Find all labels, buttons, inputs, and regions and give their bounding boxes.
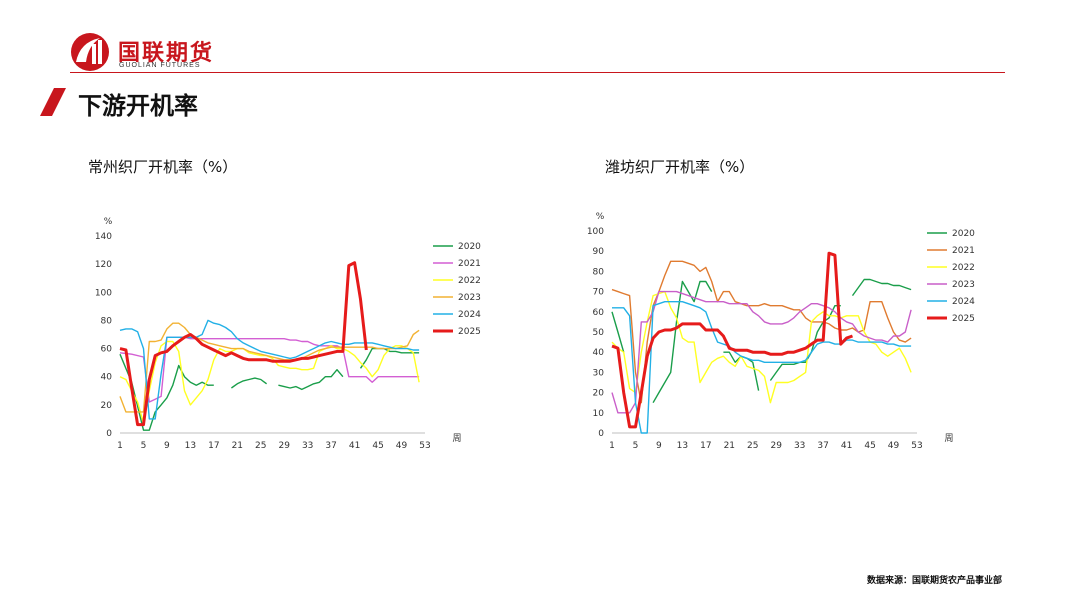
y-tick-label: 0 — [598, 429, 604, 439]
x-tick-label: 41 — [841, 441, 852, 451]
x-tick-label: 37 — [325, 441, 336, 451]
x-tick-label: 21 — [724, 441, 735, 451]
x-tick-label: 33 — [794, 441, 805, 451]
legend-label-2020: 2020 — [952, 229, 975, 239]
series-line-2024 — [612, 301, 912, 434]
x-tick-label: 29 — [771, 441, 783, 451]
company-logo: 国联期货 GUOLIAN FUTURES — [70, 32, 245, 74]
y-tick-label: 120 — [95, 260, 112, 270]
legend-label-2022: 2022 — [952, 263, 975, 273]
y-tick-label: 40 — [593, 348, 605, 358]
x-tick-label: 9 — [164, 441, 170, 451]
series-line-2023 — [119, 322, 420, 413]
x-tick-label: 5 — [633, 441, 639, 451]
y-tick-label: 0 — [106, 429, 112, 439]
series-line-2022 — [611, 290, 912, 404]
x-tick-label: 29 — [279, 441, 291, 451]
y-tick-label: 30 — [593, 368, 605, 378]
legend-label-2021: 2021 — [458, 259, 481, 269]
x-tick-label: 49 — [396, 441, 408, 451]
section-title: 下游开机率 — [78, 92, 198, 120]
legend-label-2022: 2022 — [458, 276, 481, 286]
logo-text-cn: 国联期货 — [118, 41, 215, 66]
legend-label-2025: 2025 — [952, 314, 975, 324]
x-tick-label: 37 — [817, 441, 828, 451]
header-divider — [70, 72, 1005, 73]
series-line-2025 — [119, 261, 368, 427]
y-tick-label: 20 — [101, 401, 113, 411]
series-line-2020 — [119, 347, 420, 431]
x-tick-label: 25 — [747, 441, 758, 451]
legend-label-2024: 2024 — [952, 297, 975, 307]
x-tick-label: 17 — [700, 441, 711, 451]
y-tick-label: 10 — [593, 409, 605, 419]
y-tick-label: 60 — [593, 308, 605, 318]
y-tick-label: 20 — [593, 389, 605, 399]
x-tick-label: 25 — [255, 441, 266, 451]
x-tick-label: 45 — [864, 441, 875, 451]
legend-label-2020: 2020 — [458, 242, 481, 252]
x-tick-label: 9 — [656, 441, 662, 451]
x-tick-label: 53 — [419, 441, 430, 451]
x-tick-label: 13 — [677, 441, 688, 451]
x-tick-label: 1 — [609, 441, 615, 451]
section-marker-icon — [40, 88, 66, 116]
series-line-2025 — [611, 251, 854, 429]
y-tick-label: 90 — [593, 247, 605, 257]
legend-label-2021: 2021 — [952, 246, 975, 256]
y-axis-unit: % — [104, 217, 113, 227]
x-tick-label: 41 — [349, 441, 360, 451]
legend-label-2023: 2023 — [952, 280, 975, 290]
series-line-2021 — [611, 260, 912, 404]
series-line-2024 — [119, 319, 420, 420]
y-tick-label: 60 — [101, 345, 113, 355]
logo-mark-icon — [71, 33, 109, 71]
y-tick-label: 70 — [593, 288, 605, 298]
y-tick-label: 50 — [593, 328, 605, 338]
y-tick-label: 80 — [593, 267, 605, 277]
x-tick-label: 49 — [888, 441, 900, 451]
logo-text-en: GUOLIAN FUTURES — [119, 62, 201, 69]
changzhou-chart: % 0 20 40 60 80 100 120 140 1 5 9 13 17 21 25 29 33 37 41 45… — [95, 217, 481, 451]
x-axis-unit: 周 — [944, 433, 953, 444]
x-tick-label: 53 — [911, 441, 922, 451]
x-tick-label: 33 — [302, 441, 313, 451]
y-tick-label: 100 — [95, 288, 112, 298]
y-tick-label: 140 — [95, 232, 112, 242]
x-tick-label: 5 — [141, 441, 147, 451]
legend-label-2024: 2024 — [458, 310, 481, 320]
chart-title-weifang: 潍坊织厂开机率（%） — [605, 158, 755, 176]
legend-label-2025: 2025 — [458, 327, 481, 337]
series-line-2023 — [611, 290, 912, 414]
y-tick-label: 100 — [587, 227, 604, 237]
x-tick-label: 45 — [372, 441, 383, 451]
y-tick-label: 40 — [101, 373, 113, 383]
data-source-note: 数据来源：国联期货农产品事业部 — [866, 576, 1002, 586]
y-tick-label: 80 — [101, 316, 113, 326]
x-tick-label: 21 — [232, 441, 243, 451]
y-axis-unit: % — [596, 212, 605, 222]
x-tick-label: 17 — [208, 441, 219, 451]
weifang-chart: % 0 10 20 30 40 50 60 70 80 90 100 1 5 9 13 17 21 25 29 33 37… — [587, 212, 975, 451]
x-axis-unit: 周 — [452, 433, 461, 444]
legend-label-2023: 2023 — [458, 293, 481, 303]
x-tick-label: 13 — [185, 441, 196, 451]
x-tick-label: 1 — [117, 441, 123, 451]
chart-title-changzhou: 常州织厂开机率（%） — [88, 158, 238, 176]
